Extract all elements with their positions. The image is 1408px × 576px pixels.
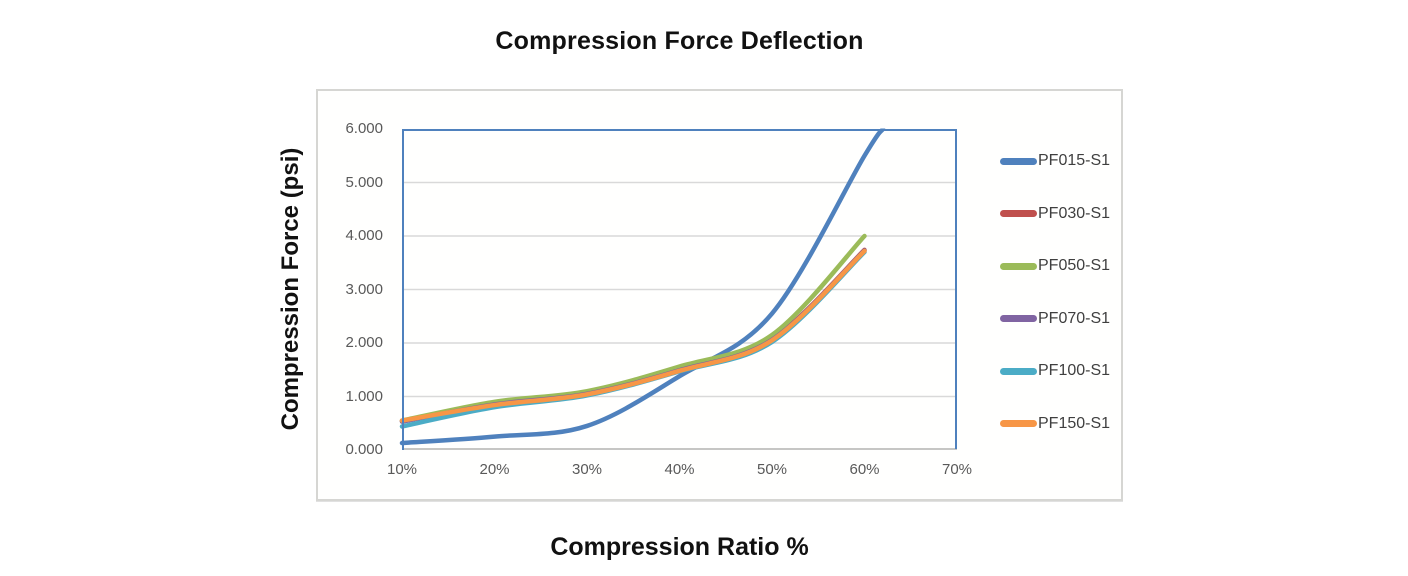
chart-title: Compression Force Deflection [495, 27, 864, 55]
y-tick-label: 3.000 [345, 280, 383, 298]
plot-border [402, 129, 957, 450]
x-axis-title: Compression Ratio % [550, 533, 809, 561]
legend-item-pf050-s1: PF050-S1 [1000, 257, 1120, 274]
legend-swatch-pf050-s1 [1000, 262, 1037, 270]
x-axis-tick-labels: 10% 20% 30% 40% 50% 60% 70% [387, 461, 972, 480]
y-tick-label: 0.000 [345, 441, 383, 458]
plot-area [399, 128, 957, 450]
y-tick-label: 1.000 [345, 387, 383, 405]
legend-item-pf150-s1: PF150-S1 [1000, 414, 1120, 432]
legend-item-pf015-s1: PF015-S1 [1000, 152, 1120, 169]
legend-swatch-pf100-s1 [1000, 367, 1037, 375]
x-tick-label: 30% [571, 461, 603, 478]
legend-item-pf100-s1: PF100-S1 [1000, 362, 1120, 379]
y-tick-label: 4.000 [345, 227, 383, 244]
y-axis-title: Compression Force (psi) [277, 147, 304, 431]
legend-label: PF100-S1 [1038, 362, 1111, 379]
legend-swatch-pf015-s1 [1000, 157, 1037, 165]
x-tick-label: 50% [756, 461, 788, 478]
legend-item-pf070-s1: PF070-S1 [1000, 309, 1120, 327]
chart-legend: PF015-S1 PF030-S1 PF050-S1 PF070-S1 PF10… [1000, 152, 1120, 468]
series-line-pf015-s1 [399, 128, 886, 446]
legend-item-pf030-s1: PF030-S1 [1000, 204, 1120, 222]
series-line-pf050-s1 [399, 233, 867, 423]
legend-label: PF050-S1 [1038, 257, 1111, 274]
legend-swatch-pf150-s1 [1000, 420, 1037, 427]
y-axis-tick-labels: 0.000 1.000 2.000 3.000 4.000 5.000 6.000 [318, 121, 383, 458]
x-tick-label: 20% [479, 461, 510, 478]
series-line-pf150-s1 [399, 248, 867, 423]
legend-label: PF030-S1 [1038, 204, 1111, 222]
y-tick-label: 6.000 [345, 120, 383, 137]
legend-label: PF150-S1 [1038, 414, 1111, 432]
legend-label: PF015-S1 [1038, 152, 1111, 169]
x-tick-label: 40% [664, 461, 695, 478]
legend-swatch-pf030-s1 [1000, 210, 1037, 217]
y-tick-label: 2.000 [345, 334, 383, 351]
legend-swatch-pf070-s1 [1000, 315, 1037, 322]
x-tick-label: 60% [849, 461, 880, 478]
legend-label: PF070-S1 [1038, 309, 1111, 327]
x-tick-label: 70% [941, 461, 973, 478]
series-line-pf030-s1 [399, 247, 867, 424]
y-tick-label: 5.000 [345, 173, 383, 191]
x-tick-label: 10% [386, 461, 418, 478]
chart-plot-container: 0.000 1.000 2.000 3.000 4.000 5.000 6.000 10% 2… [316, 89, 1123, 501]
line-chart-svg [399, 128, 957, 450]
